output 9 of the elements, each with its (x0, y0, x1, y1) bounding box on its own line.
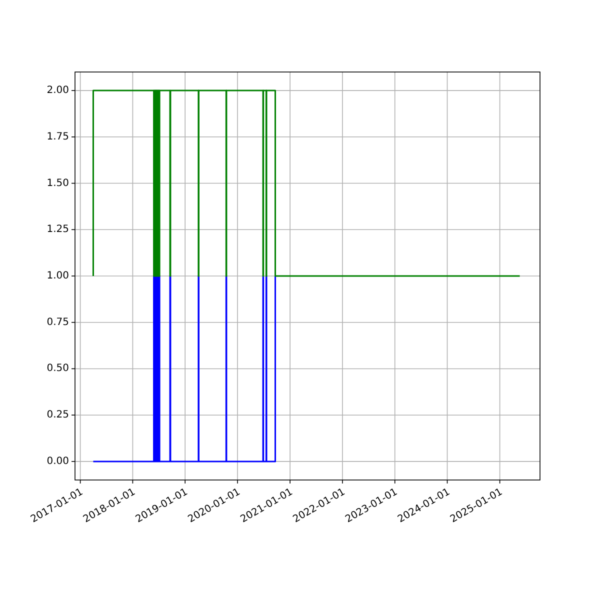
y-tick-label: 1.75 (46, 131, 69, 142)
y-tick-label: 0.75 (46, 316, 69, 328)
y-tick-label: 1.50 (46, 178, 69, 189)
y-tick-label: 1.00 (46, 270, 69, 282)
y-tick-label: 0.50 (46, 363, 69, 374)
y-tick-label: 0.00 (46, 456, 69, 467)
y-tick-label: 2.00 (46, 85, 69, 96)
y-tick-label: 0.25 (46, 410, 69, 421)
y-tick-label: 1.25 (46, 224, 69, 236)
